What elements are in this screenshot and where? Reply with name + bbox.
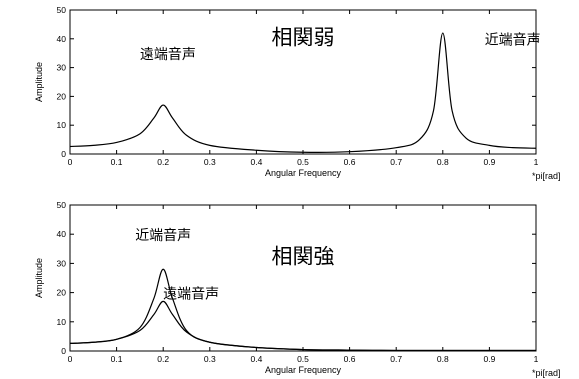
x-tick-label: 1 xyxy=(534,157,539,167)
y-tick-label: 10 xyxy=(57,317,67,327)
x-tick-label: 0.5 xyxy=(297,354,309,364)
y-tick-label: 0 xyxy=(61,346,66,356)
series-line-0 xyxy=(69,268,536,352)
chart-panel-strong-correlation: 0 10 20 30 40 50 0 0.1 0.2 0.3 0.4 0.5 0.6 0.7 0.8 0.9… xyxy=(34,200,561,378)
x-axis-unit: *pi[rad] xyxy=(532,368,561,378)
y-tick-label: 20 xyxy=(57,288,67,298)
y-tick-label: 50 xyxy=(57,200,67,210)
annotation-label: 遠端音声 xyxy=(163,285,219,302)
x-axis-label: Angular Frequency xyxy=(265,168,342,178)
chart-panel-weak-correlation: 0 10 20 30 40 50 0 0.1 0.2 0.3 0.4 0.5 0.6 0.7 0.8 0.9… xyxy=(34,5,561,181)
x-tick-label: 0.7 xyxy=(390,157,402,167)
x-tick-label: 0.1 xyxy=(111,354,123,364)
x-tick-label: 0.7 xyxy=(390,354,402,364)
x-tick-label: 0 xyxy=(68,354,73,364)
x-tick-label: 0.3 xyxy=(204,354,216,364)
y-tick-label: 40 xyxy=(57,229,67,239)
x-tick-label: 0.2 xyxy=(157,354,169,364)
y-tick-label: 10 xyxy=(57,120,67,130)
x-axis-label: Angular Frequency xyxy=(265,365,342,375)
x-tick-label: 0.4 xyxy=(250,354,262,364)
y-tick-label: 20 xyxy=(57,91,67,101)
y-tick-label: 50 xyxy=(57,5,67,15)
y-axis-label: Amplitude xyxy=(34,62,44,102)
x-tick-label: 0.9 xyxy=(483,157,495,167)
x-tick-label: 0.6 xyxy=(344,157,356,167)
series-line-0 xyxy=(69,32,537,153)
y-tick-label: 30 xyxy=(57,63,67,73)
y-tick-label: 0 xyxy=(61,149,66,159)
x-tick-label: 0.3 xyxy=(204,157,216,167)
x-tick-label: 0.4 xyxy=(250,157,262,167)
annotation-label: 相関弱 xyxy=(272,26,335,50)
x-tick-label: 0.6 xyxy=(344,354,356,364)
x-tick-label: 1 xyxy=(534,354,539,364)
x-tick-label: 0.9 xyxy=(483,354,495,364)
x-tick-label: 0 xyxy=(68,157,73,167)
series-line-1 xyxy=(69,300,536,352)
x-tick-label: 0.5 xyxy=(297,157,309,167)
annotation-label: 相関強 xyxy=(272,244,335,268)
y-axis-label: Amplitude xyxy=(34,258,44,298)
x-tick-label: 0.8 xyxy=(437,354,449,364)
x-tick-label: 0.1 xyxy=(111,157,123,167)
x-tick-label: 0.8 xyxy=(437,157,449,167)
y-tick-label: 30 xyxy=(57,258,67,268)
x-tick-label: 0.2 xyxy=(157,157,169,167)
y-tick-label: 40 xyxy=(57,34,67,44)
annotation-label: 近端音声 xyxy=(135,227,191,244)
annotation-label: 遠端音声 xyxy=(140,46,196,63)
annotation-label: 近端音声 xyxy=(485,32,541,49)
plot-frame xyxy=(69,204,537,352)
x-axis-unit: *pi[rad] xyxy=(532,171,561,181)
